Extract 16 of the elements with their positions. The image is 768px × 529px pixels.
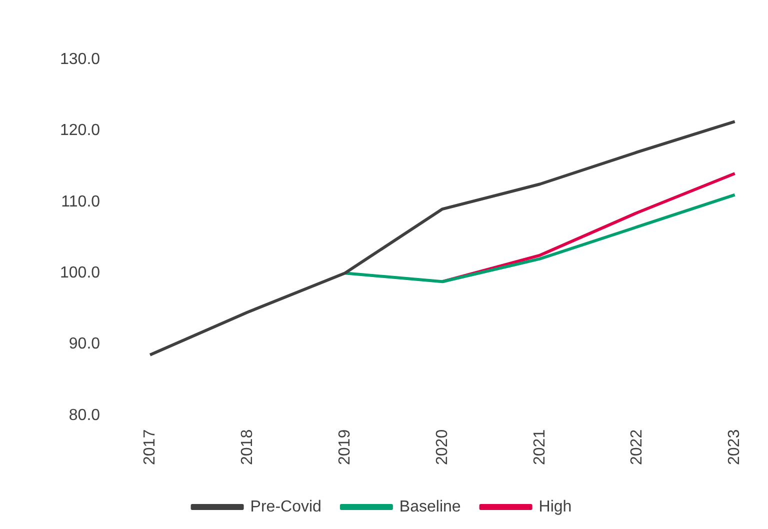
x-tick-label: 2021	[531, 429, 548, 465]
x-tick-label: 2018	[238, 429, 256, 465]
x-tick-label: 2022	[628, 429, 646, 465]
legend-label: Pre-Covid	[250, 498, 322, 516]
legend-label: Baseline	[399, 498, 461, 516]
x-tick-label: 2017	[141, 429, 158, 465]
y-tick-label: 100.0	[60, 264, 100, 282]
y-tick-label: 110.0	[61, 193, 100, 210]
x-tick-label: 2019	[336, 429, 354, 465]
x-tick-label: 2023	[726, 429, 744, 465]
y-tick-label: 80.0	[68, 406, 100, 424]
y-tick-label: 90.0	[68, 336, 100, 353]
y-tick-label: 130.0	[60, 51, 100, 68]
legend-label: High	[538, 498, 572, 516]
y-tick-label: 120.0	[60, 122, 100, 140]
x-tick-label: 2020	[434, 429, 451, 465]
